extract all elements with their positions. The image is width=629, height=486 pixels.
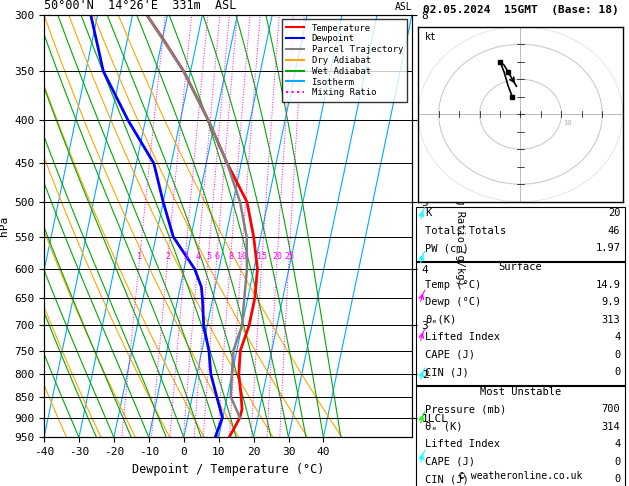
Legend: Temperature, Dewpoint, Parcel Trajectory, Dry Adiabat, Wet Adiabat, Isotherm, Mi: Temperature, Dewpoint, Parcel Trajectory… xyxy=(282,19,408,102)
Bar xyxy=(416,385,625,486)
Text: 4: 4 xyxy=(196,252,201,261)
Text: 8: 8 xyxy=(228,252,233,261)
Text: CIN (J): CIN (J) xyxy=(425,367,469,378)
Text: 4: 4 xyxy=(614,439,620,450)
Text: 0: 0 xyxy=(614,367,620,378)
Text: 02.05.2024  15GMT  (Base: 18): 02.05.2024 15GMT (Base: 18) xyxy=(423,5,618,15)
Text: 50°00'N  14°26'E  331m  ASL: 50°00'N 14°26'E 331m ASL xyxy=(44,0,237,13)
Bar xyxy=(416,261,625,386)
Text: θₑ (K): θₑ (K) xyxy=(425,422,462,432)
Text: CIN (J): CIN (J) xyxy=(425,474,469,485)
Text: CAPE (J): CAPE (J) xyxy=(425,350,475,360)
Text: Surface: Surface xyxy=(499,262,542,273)
Text: CAPE (J): CAPE (J) xyxy=(425,457,475,467)
Text: 313: 313 xyxy=(601,315,620,325)
Text: 4: 4 xyxy=(614,332,620,343)
Text: 25: 25 xyxy=(284,252,294,261)
Text: 314: 314 xyxy=(601,422,620,432)
Text: 20: 20 xyxy=(608,208,620,218)
Text: kt: kt xyxy=(425,32,436,42)
Text: 0: 0 xyxy=(614,350,620,360)
Text: PW (cm): PW (cm) xyxy=(425,243,469,253)
Text: 20: 20 xyxy=(272,252,282,261)
Text: 5: 5 xyxy=(206,252,211,261)
Y-axis label: hPa: hPa xyxy=(0,216,9,236)
Text: km
ASL: km ASL xyxy=(394,0,412,13)
Text: Dewp (°C): Dewp (°C) xyxy=(425,297,481,308)
Text: K: K xyxy=(425,208,431,218)
Text: 10: 10 xyxy=(564,120,572,126)
Text: 700: 700 xyxy=(601,404,620,415)
Text: 10: 10 xyxy=(237,252,247,261)
Text: 1.97: 1.97 xyxy=(595,243,620,253)
Text: 15: 15 xyxy=(257,252,267,261)
Text: θₑ(K): θₑ(K) xyxy=(425,315,456,325)
Text: Lifted Index: Lifted Index xyxy=(425,332,500,343)
Text: Pressure (mb): Pressure (mb) xyxy=(425,404,506,415)
Text: © weatheronline.co.uk: © weatheronline.co.uk xyxy=(459,471,582,481)
Text: 46: 46 xyxy=(608,226,620,236)
Text: 0: 0 xyxy=(614,457,620,467)
Text: 3: 3 xyxy=(183,252,188,261)
Text: 6: 6 xyxy=(214,252,220,261)
Text: 1: 1 xyxy=(137,252,142,261)
Text: Temp (°C): Temp (°C) xyxy=(425,280,481,290)
Text: Most Unstable: Most Unstable xyxy=(480,387,561,397)
Text: Totals Totals: Totals Totals xyxy=(425,226,506,236)
Y-axis label: Mixing Ratio (g/kg): Mixing Ratio (g/kg) xyxy=(455,167,465,285)
Text: 9.9: 9.9 xyxy=(601,297,620,308)
Text: 14.9: 14.9 xyxy=(595,280,620,290)
Text: 2: 2 xyxy=(165,252,170,261)
Text: Lifted Index: Lifted Index xyxy=(425,439,500,450)
Bar xyxy=(416,207,625,262)
X-axis label: Dewpoint / Temperature (°C): Dewpoint / Temperature (°C) xyxy=(132,463,324,476)
Text: 0: 0 xyxy=(614,474,620,485)
